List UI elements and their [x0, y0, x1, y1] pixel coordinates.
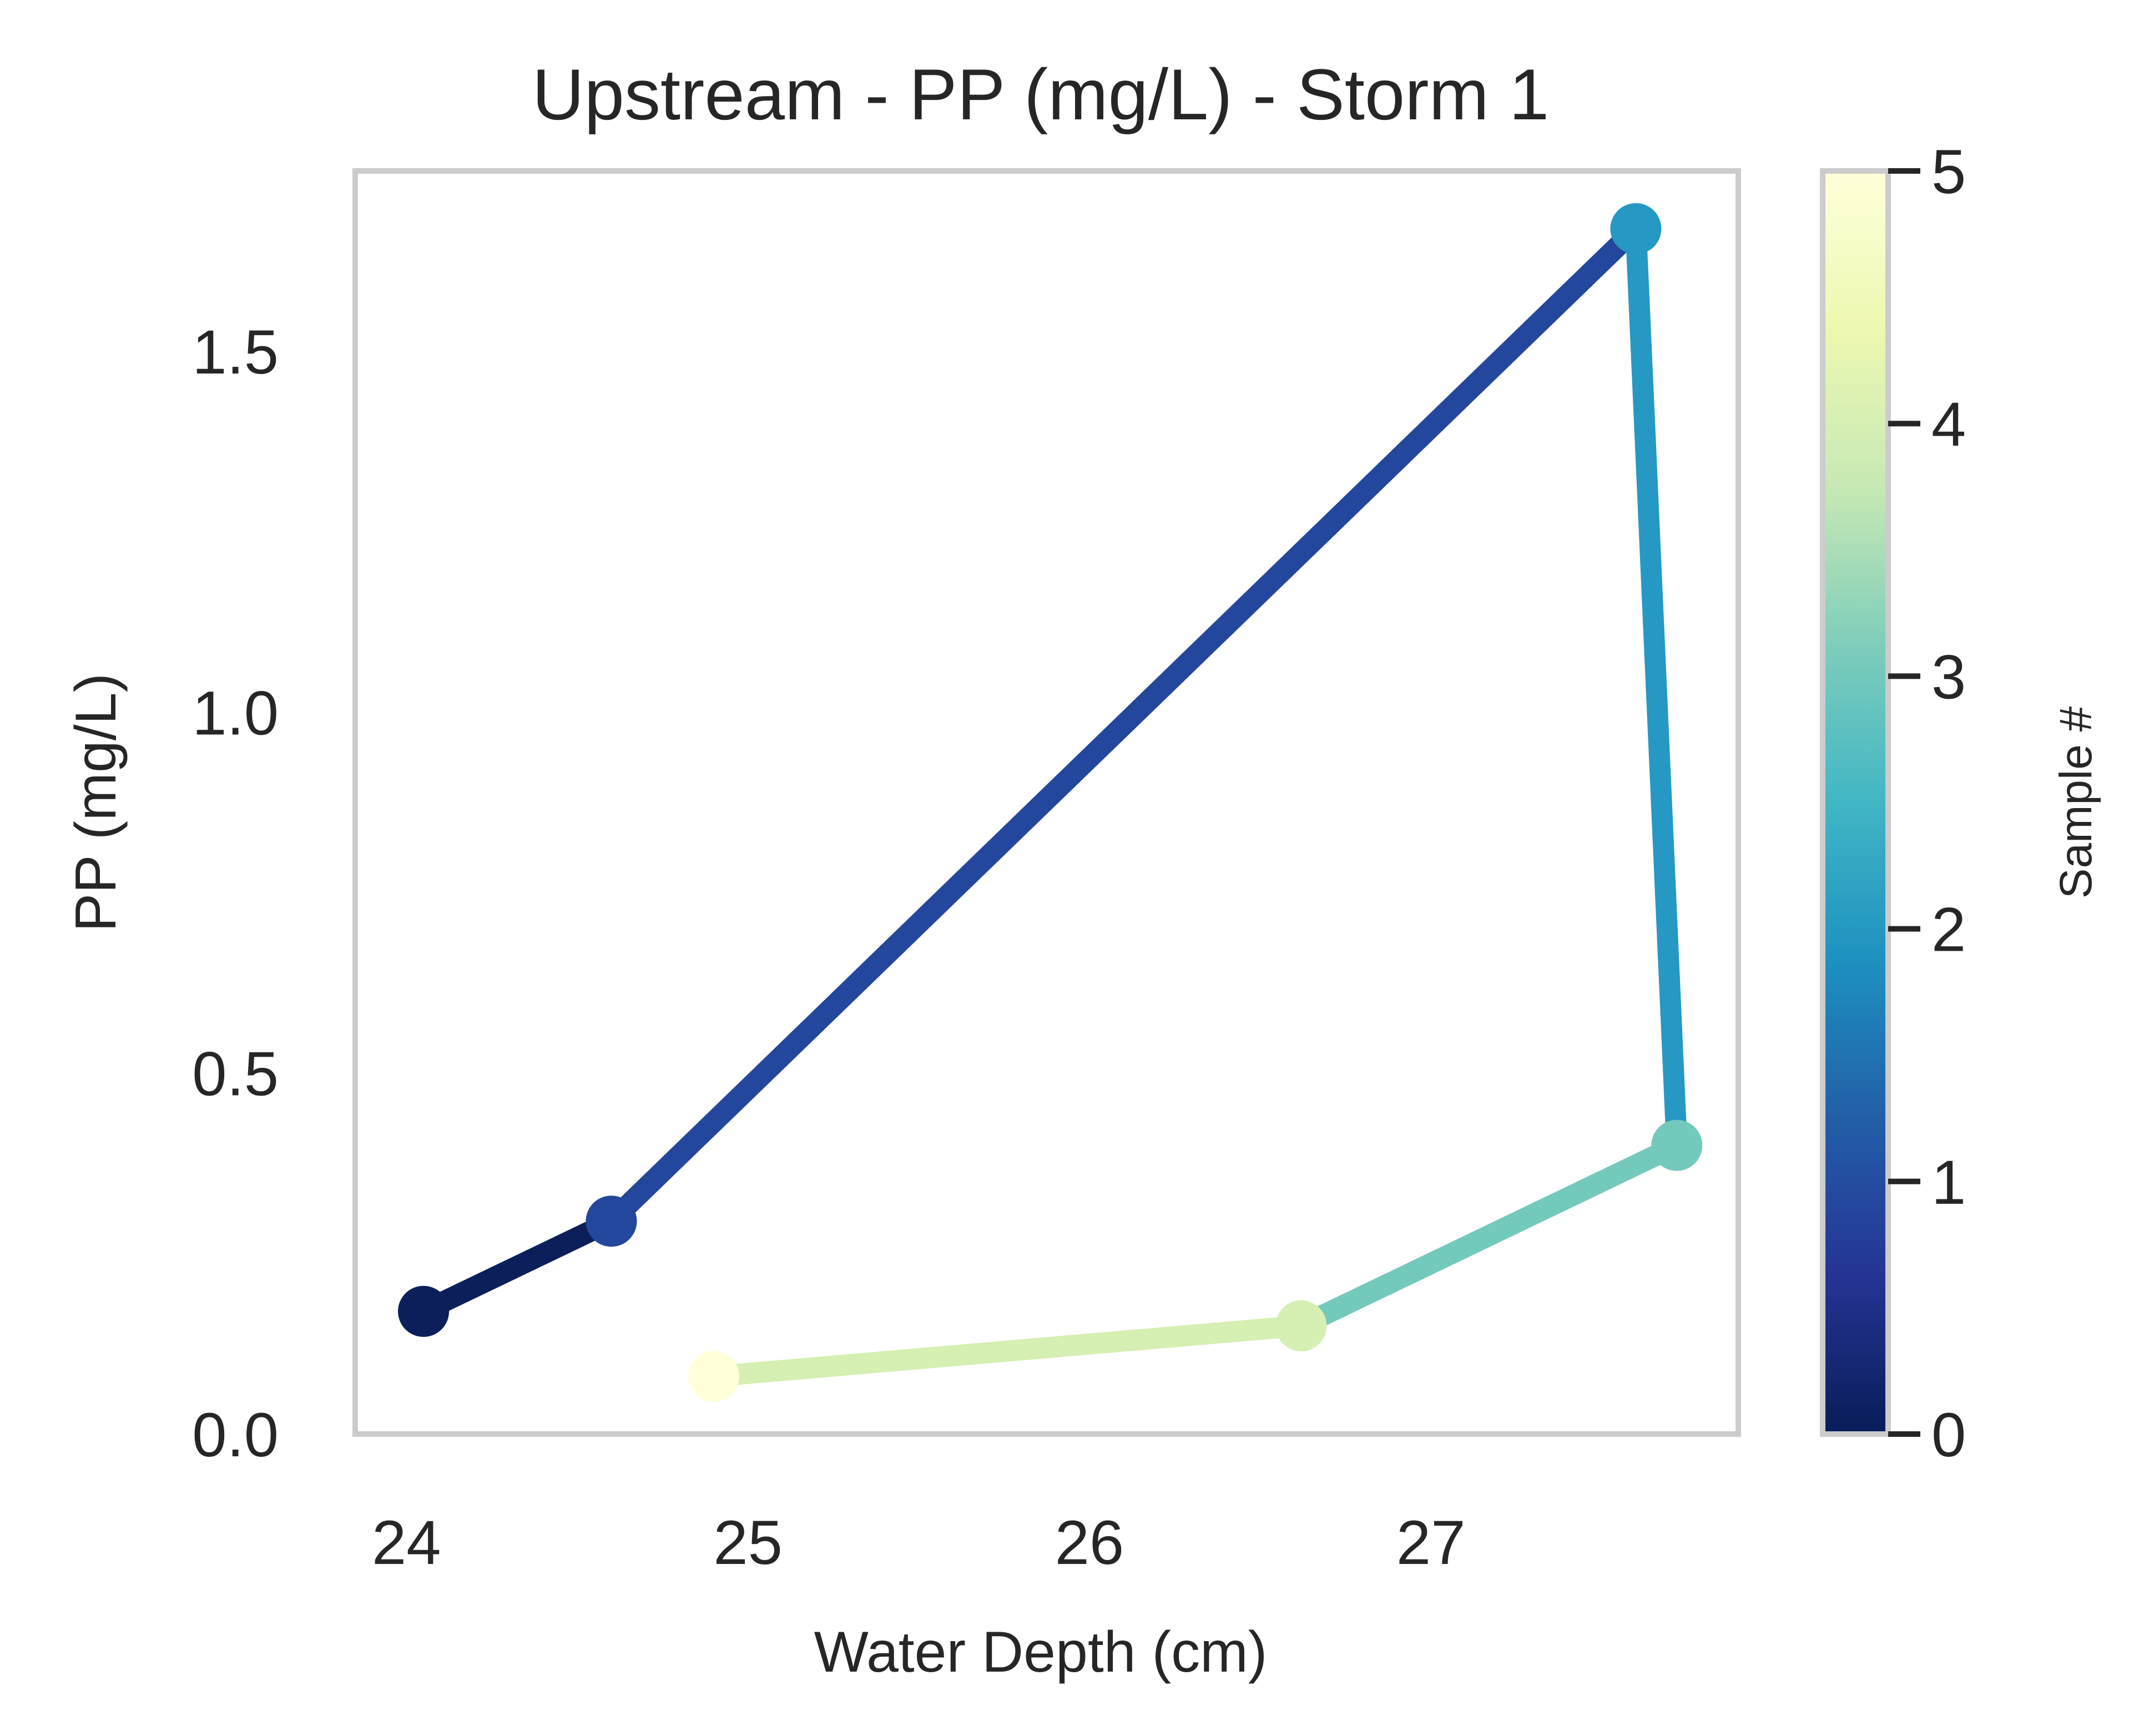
data-markers — [398, 203, 1703, 1402]
colorbar-tick-label: 1 — [1931, 1148, 1966, 1217]
line-segment-4 — [713, 1315, 1303, 1387]
data-point-3 — [1651, 1119, 1703, 1171]
colorbar-tick-label: 0 — [1931, 1400, 1966, 1470]
colorbar-tick-label: 2 — [1931, 895, 1966, 965]
colorbar-tick-label: 5 — [1931, 137, 1966, 206]
line-segment-1 — [604, 221, 1643, 1229]
colorbar-label: Sample # — [2051, 706, 2101, 899]
plot-frame — [352, 168, 1741, 1437]
y-tick-label: 0.5 — [192, 1039, 279, 1109]
line-segment-3 — [1296, 1136, 1682, 1336]
colorbar-tick-label: 3 — [1931, 642, 1966, 711]
x-tick-label: 25 — [713, 1508, 783, 1577]
data-point-5 — [688, 1350, 740, 1402]
chart-title: Upstream - PP (mg/L) - Storm 1 — [532, 54, 1549, 135]
y-tick-label: 1.0 — [192, 678, 279, 748]
colorbar-frame — [1820, 168, 1891, 1437]
x-axis-ticks: 24 25 26 27 — [372, 1508, 1466, 1577]
y-axis-ticks: 0.0 0.5 1.0 1.5 — [192, 317, 279, 1470]
data-line-segments — [418, 221, 1688, 1387]
colorbar-tick-label: 4 — [1931, 390, 1966, 459]
data-point-0 — [398, 1285, 450, 1337]
data-point-4 — [1275, 1300, 1327, 1351]
data-point-2 — [1610, 203, 1662, 255]
x-tick-label: 24 — [372, 1508, 441, 1577]
colorbar — [1823, 171, 1888, 1434]
y-tick-label: 1.5 — [192, 317, 279, 387]
data-point-1 — [586, 1195, 637, 1247]
x-axis-label: Water Depth (cm) — [814, 1620, 1268, 1684]
y-tick-label: 0.0 — [192, 1400, 279, 1470]
line-segment-0 — [418, 1212, 616, 1321]
x-tick-label: 26 — [1055, 1508, 1124, 1577]
y-axis-label: PP (mg/L) — [64, 673, 128, 932]
x-tick-label: 27 — [1396, 1508, 1466, 1577]
colorbar-ticks: 0 1 2 3 4 5 — [1888, 137, 1966, 1470]
line-segment-2 — [1625, 228, 1688, 1146]
